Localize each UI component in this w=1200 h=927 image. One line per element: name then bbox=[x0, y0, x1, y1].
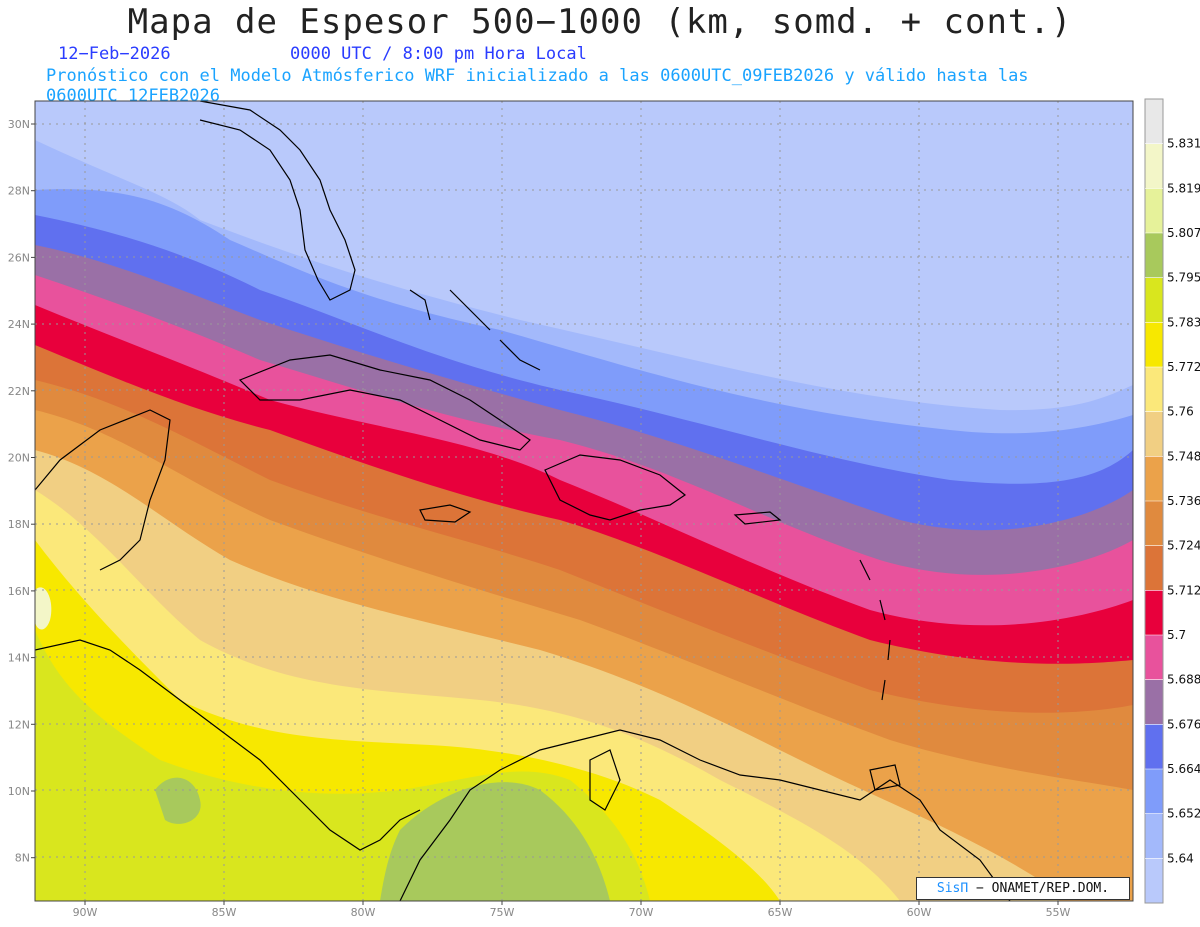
yucatan-coast bbox=[35, 409, 171, 571]
colorbar-swatch bbox=[1145, 545, 1163, 591]
puerto-rico-coast bbox=[733, 511, 782, 525]
longitude-label: 80W bbox=[351, 906, 376, 919]
band-5.807-b bbox=[155, 777, 201, 824]
latitude-label: 16N bbox=[8, 585, 30, 598]
longitude-label: 70W bbox=[629, 906, 654, 919]
credit-text: − ONAMET/REP.DOM. bbox=[976, 881, 1110, 896]
colorbar-swatch bbox=[1145, 411, 1163, 457]
forecast-time: 0000 UTC / 8:00 pm Hora Local bbox=[290, 44, 587, 64]
central-america-coast bbox=[35, 639, 421, 851]
colorbar-label: 5.712 bbox=[1167, 583, 1200, 597]
latitude-label: 30N bbox=[8, 118, 30, 131]
trinidad bbox=[869, 764, 901, 791]
map-frame bbox=[34, 100, 1134, 902]
colorbar-swatch bbox=[1145, 322, 1163, 368]
colorbar-swatch bbox=[1145, 501, 1163, 547]
colorbar-label: 5.807 bbox=[1167, 226, 1200, 240]
latitude-label: 10N bbox=[8, 785, 30, 798]
colorbar-swatch bbox=[1145, 99, 1163, 145]
colorbar-label: 5.772 bbox=[1167, 360, 1200, 374]
latitude-label: 26N bbox=[8, 251, 30, 264]
colorbar-swatch bbox=[1145, 188, 1163, 234]
hispaniola-coast bbox=[544, 454, 687, 521]
colorbar-label: 5.736 bbox=[1167, 494, 1200, 508]
colorbar-label: 5.783 bbox=[1167, 315, 1200, 329]
colorbar-swatch bbox=[1145, 590, 1163, 636]
colorbar-label: 5.831 bbox=[1167, 137, 1200, 151]
colorbar-swatch bbox=[1145, 143, 1163, 189]
florida-coast bbox=[199, 101, 356, 301]
sispi-logo: SisΠ bbox=[936, 881, 969, 896]
latitude-labels: 30N 28N 26N 24N 22N 20N 18N 16N 14N 12N 10N 8N bbox=[8, 118, 35, 865]
latitude-label: 14N bbox=[8, 652, 30, 665]
colorbar-swatch bbox=[1145, 769, 1163, 815]
band-5.795-spot bbox=[35, 587, 52, 630]
latitude-label: 28N bbox=[8, 185, 30, 198]
lesser-antilles bbox=[859, 559, 891, 701]
coastlines bbox=[35, 101, 1011, 901]
jamaica-coast bbox=[419, 504, 472, 523]
latitude-label: 12N bbox=[8, 718, 30, 731]
longitude-label: 60W bbox=[907, 906, 932, 919]
lake-maracaibo bbox=[589, 749, 621, 811]
colorbar-label: 5.748 bbox=[1167, 449, 1200, 463]
colorbar-swatch bbox=[1145, 277, 1163, 323]
latitude-label: 8N bbox=[15, 852, 30, 865]
colorbar-label: 5.795 bbox=[1167, 271, 1200, 285]
bahamas bbox=[409, 289, 541, 371]
latitude-label: 20N bbox=[8, 452, 30, 465]
longitude-label: 65W bbox=[768, 906, 793, 919]
longitude-labels: 90W 85W 80W 75W 70W 65W 60W 55W bbox=[73, 901, 1071, 919]
band-5.807 bbox=[380, 782, 610, 901]
colorbar-swatch bbox=[1145, 367, 1163, 413]
colorbar-label: 5.676 bbox=[1167, 717, 1200, 731]
thickness-fields bbox=[35, 101, 1133, 901]
map-title: Mapa de Espesor 500−1000 (km, somd. + co… bbox=[127, 2, 1073, 42]
colorbar-label: 5.64 bbox=[1167, 851, 1194, 865]
colorbar-label: 5.664 bbox=[1167, 762, 1200, 776]
colorbar-label: 5.652 bbox=[1167, 807, 1200, 821]
longitude-label: 85W bbox=[212, 906, 237, 919]
latitude-label: 24N bbox=[8, 318, 30, 331]
colorbar-label: 5.76 bbox=[1167, 405, 1194, 419]
colorbar-label: 5.724 bbox=[1167, 539, 1200, 553]
longitude-label: 75W bbox=[490, 906, 515, 919]
colorbar-swatch bbox=[1145, 233, 1163, 279]
colorbar-swatch bbox=[1145, 858, 1163, 904]
colorbar-swatch bbox=[1145, 724, 1163, 770]
graticule bbox=[35, 101, 1133, 901]
colorbar-label: 5.819 bbox=[1167, 181, 1200, 195]
latitude-label: 18N bbox=[8, 518, 30, 531]
south-america-coast bbox=[399, 729, 1011, 901]
colorbar: 5.831 5.819 5.807 5.795 5.783 5.772 5.76 5.748 5… bbox=[1144, 98, 1200, 904]
colorbar-label: 5.688 bbox=[1167, 673, 1200, 687]
longitude-label: 90W bbox=[73, 906, 98, 919]
latitude-label: 22N bbox=[8, 385, 30, 398]
credit-box: SisΠ − ONAMET/REP.DOM. bbox=[916, 877, 1130, 900]
forecast-date: 12−Feb−2026 bbox=[58, 44, 171, 64]
colorbar-label: 5.7 bbox=[1167, 628, 1186, 642]
colorbar-swatch bbox=[1145, 813, 1163, 859]
cuba-coast bbox=[238, 354, 531, 451]
colorbar-swatch bbox=[1145, 456, 1163, 502]
longitude-label: 55W bbox=[1046, 906, 1071, 919]
colorbar-swatch bbox=[1145, 679, 1163, 725]
colorbar-swatch bbox=[1145, 635, 1163, 681]
